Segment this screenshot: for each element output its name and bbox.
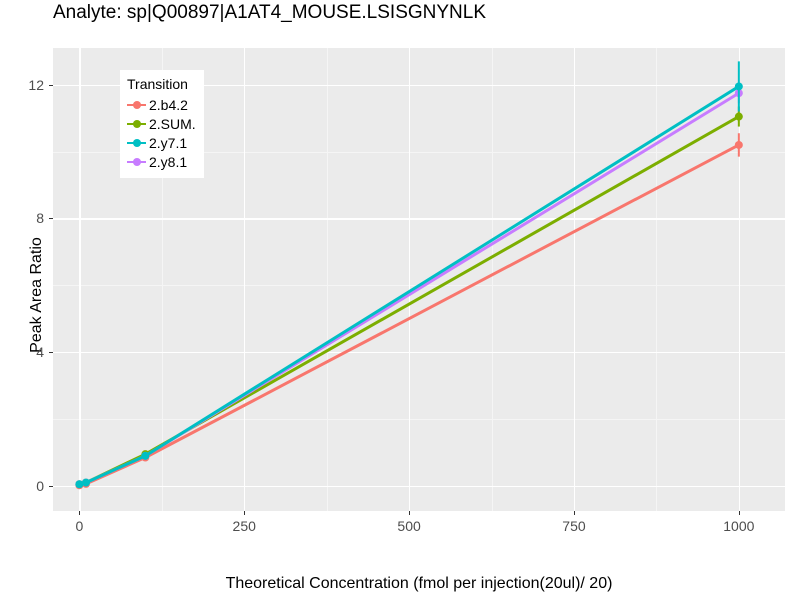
data-point — [734, 140, 743, 149]
gridline-x-major — [738, 48, 741, 511]
data-point — [75, 480, 84, 489]
legend-key-icon — [127, 133, 146, 152]
legend-item-2.y7.1[interactable]: 2.y7.1 — [127, 133, 196, 152]
y-tick-mark — [49, 352, 53, 354]
y-tick-label: 0 — [36, 477, 44, 494]
legend-item-label: 2.SUM. — [149, 115, 196, 132]
x-tick-mark — [573, 511, 575, 515]
y-tick-label: 8 — [36, 210, 44, 227]
legend-key-icon — [127, 152, 146, 171]
series-layer — [75, 61, 743, 490]
y-tick-mark — [49, 218, 53, 220]
x-tick-mark — [409, 511, 411, 515]
legend-title: Transition — [127, 76, 188, 92]
y-axis-label: Peak Area Ratio — [28, 237, 45, 353]
y-tick-mark — [49, 485, 53, 487]
x-tick-label: 1000 — [723, 518, 755, 534]
gridline-y-minor — [53, 151, 785, 153]
data-point — [734, 112, 743, 121]
gridline-y-minor — [53, 419, 785, 420]
legend-key-icon — [127, 114, 146, 133]
gridline-x-major — [573, 48, 576, 511]
legend-key-icon — [127, 95, 146, 114]
x-tick-label: 250 — [232, 518, 256, 534]
legend-item-label: 2.y7.1 — [149, 134, 188, 151]
legend: Transition 2.b4.2 2.SUM. 2.y7.1 2.y8.1 — [120, 70, 204, 178]
data-point — [734, 82, 743, 91]
gridline-x-minor — [326, 48, 328, 511]
x-tick-mark — [244, 511, 246, 515]
gridline-x-major — [79, 48, 81, 511]
gridline-y-major — [53, 485, 785, 488]
legend-item-2.b4.2[interactable]: 2.b4.2 — [127, 95, 196, 114]
legend-item-label: 2.y8.1 — [149, 153, 188, 170]
x-tick-label: 750 — [562, 518, 586, 534]
data-point — [141, 451, 150, 460]
legend-item-label: 2.b4.2 — [149, 96, 188, 113]
x-tick-label: 0 — [75, 518, 84, 534]
y-tick-label: 12 — [28, 76, 44, 93]
legend-item-2.SUM.[interactable]: 2.SUM. — [127, 114, 196, 133]
x-axis-label: Theoretical Concentration (fmol per inje… — [225, 575, 613, 592]
x-tick-mark — [738, 511, 740, 515]
y-tick-mark — [49, 84, 53, 86]
series-2.y7.1 — [75, 61, 743, 489]
data-point — [81, 478, 90, 487]
gridline-x-minor — [491, 48, 493, 511]
x-tick-mark — [79, 511, 81, 515]
gridline-x-major — [409, 48, 411, 511]
gridline-y-major — [53, 218, 785, 220]
gridline-x-major — [244, 48, 246, 511]
gridline-y-major — [53, 84, 785, 86]
gridline-y-major — [53, 352, 785, 354]
gridline-x-minor — [656, 48, 658, 511]
page-title: Analyte: sp|Q00897|A1AT4_MOUSE.LSISGNYNL… — [53, 2, 487, 23]
gridline-x-minor — [161, 48, 163, 511]
legend-items: 2.b4.2 2.SUM. 2.y7.1 2.y8.1 — [127, 95, 196, 171]
x-tick-label: 500 — [397, 518, 421, 534]
y-tick-label: 4 — [36, 344, 44, 361]
legend-item-2.y8.1[interactable]: 2.y8.1 — [127, 152, 196, 171]
